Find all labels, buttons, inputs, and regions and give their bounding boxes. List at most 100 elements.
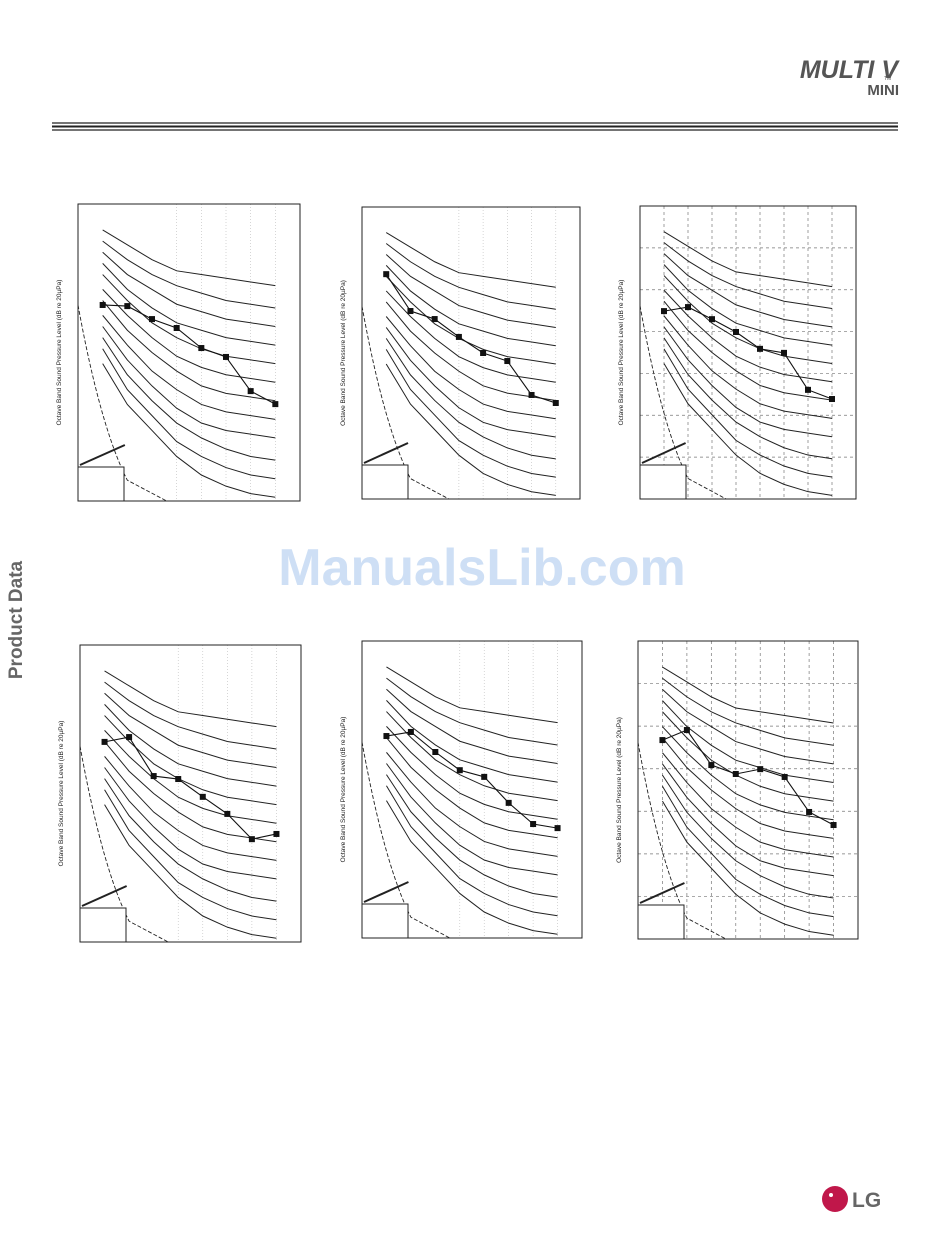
legend-box <box>637 904 685 940</box>
data-point <box>407 308 414 315</box>
y-axis-label: Octave Band Sound Pressure Level (dB re … <box>56 280 63 426</box>
data-point <box>101 738 108 745</box>
data-point <box>480 350 487 356</box>
nc-curve <box>104 681 277 750</box>
nc-curve <box>386 752 558 857</box>
data-point <box>431 316 438 323</box>
nc-curve <box>385 265 556 347</box>
data-point <box>530 821 537 828</box>
nc-curve <box>385 338 556 460</box>
nc-curve <box>662 737 834 839</box>
data-line <box>662 729 834 826</box>
nc-curve <box>662 763 834 877</box>
chart: Octave Band Sound Pressure Level (dB re … <box>340 206 581 500</box>
nc-curve <box>104 789 277 921</box>
data-line <box>386 731 558 829</box>
nc-curve <box>662 700 834 784</box>
brand: MULTI V <box>800 56 900 84</box>
data-point <box>432 749 439 756</box>
nc-curve <box>663 231 833 288</box>
pointer-line <box>641 442 687 464</box>
data-point <box>781 349 787 356</box>
nc-curve <box>385 254 556 328</box>
data-point <box>173 324 180 331</box>
chart: Octave Band Sound Pressure Level (dB re … <box>58 644 302 943</box>
plot-area <box>80 645 277 942</box>
nc-curve <box>662 726 834 821</box>
pointer-line <box>79 444 126 466</box>
data-point <box>554 825 561 832</box>
data-point <box>175 776 182 783</box>
nc-curve <box>663 315 833 419</box>
pointer-line <box>81 885 128 907</box>
legend-box <box>79 907 127 943</box>
data-point <box>709 316 715 323</box>
nc-curve <box>662 689 834 765</box>
plot-area <box>638 641 858 939</box>
data-point <box>383 271 390 278</box>
nc-curve <box>662 786 834 918</box>
legend-box <box>361 464 409 500</box>
lg-emblem-eye <box>829 1193 833 1197</box>
nc-curve <box>104 804 277 939</box>
data-point <box>481 773 488 780</box>
data-line <box>663 306 833 400</box>
data-point <box>708 762 715 769</box>
data-point <box>659 737 666 744</box>
nc-curve <box>102 274 276 365</box>
chart: Octave Band Sound Pressure Level (dB re … <box>618 205 857 500</box>
data-point <box>124 303 131 310</box>
sidebar-title: Product Data <box>6 560 27 679</box>
nc-curve <box>662 666 834 724</box>
plot-frame <box>361 206 581 500</box>
data-point <box>198 345 205 352</box>
data-point <box>247 388 254 395</box>
nc-curve <box>104 778 277 902</box>
data-point <box>805 386 811 393</box>
data-point <box>223 353 229 360</box>
data-point <box>505 799 512 806</box>
nc-curve <box>663 348 833 478</box>
nc-curve <box>104 704 277 787</box>
nc-curve <box>102 337 276 461</box>
nc-curve <box>104 670 277 728</box>
plot-area <box>362 207 557 499</box>
nc-curve <box>102 240 276 309</box>
data-point <box>149 316 155 323</box>
y-axis-label: Octave Band Sound Pressure Level (dB re … <box>616 717 623 863</box>
nc-curve <box>102 315 276 420</box>
nc-curve <box>386 711 558 802</box>
y-axis-label: Octave Band Sound Pressure Level (dB re … <box>340 280 347 426</box>
nc-curve <box>385 363 556 496</box>
nc-curve <box>662 711 834 802</box>
data-point <box>528 391 535 398</box>
nc-curve <box>104 715 277 806</box>
y-axis-label: Octave Band Sound Pressure Level (dB re … <box>340 717 347 863</box>
watermark: ManualsLib.com <box>278 539 685 597</box>
data-point <box>683 727 690 734</box>
nc-curve <box>386 763 558 876</box>
data-point <box>685 304 691 311</box>
data-point <box>733 328 739 335</box>
nc-curve <box>385 232 556 288</box>
nc-curve <box>102 289 276 383</box>
nc-curve <box>104 741 277 843</box>
nc-curve <box>385 276 556 365</box>
lg-logo: LG <box>852 1189 881 1212</box>
plot-frame <box>77 203 301 502</box>
data-point <box>757 766 764 773</box>
nc-curve <box>385 349 556 478</box>
chart: Octave Band Sound Pressure Level (dB re … <box>616 640 859 940</box>
nc-curve <box>385 316 556 420</box>
nc-curve <box>663 253 833 328</box>
nc-curve <box>663 242 833 310</box>
nc-curve <box>386 666 558 724</box>
y-axis-label: Octave Band Sound Pressure Level (dB re … <box>618 280 625 426</box>
nc-curve <box>104 767 277 880</box>
data-point <box>661 308 667 315</box>
pointer-line <box>639 882 685 904</box>
data-point <box>224 810 231 817</box>
nc-curve <box>385 243 556 310</box>
plot-area <box>362 641 558 938</box>
nc-curve <box>102 229 276 287</box>
